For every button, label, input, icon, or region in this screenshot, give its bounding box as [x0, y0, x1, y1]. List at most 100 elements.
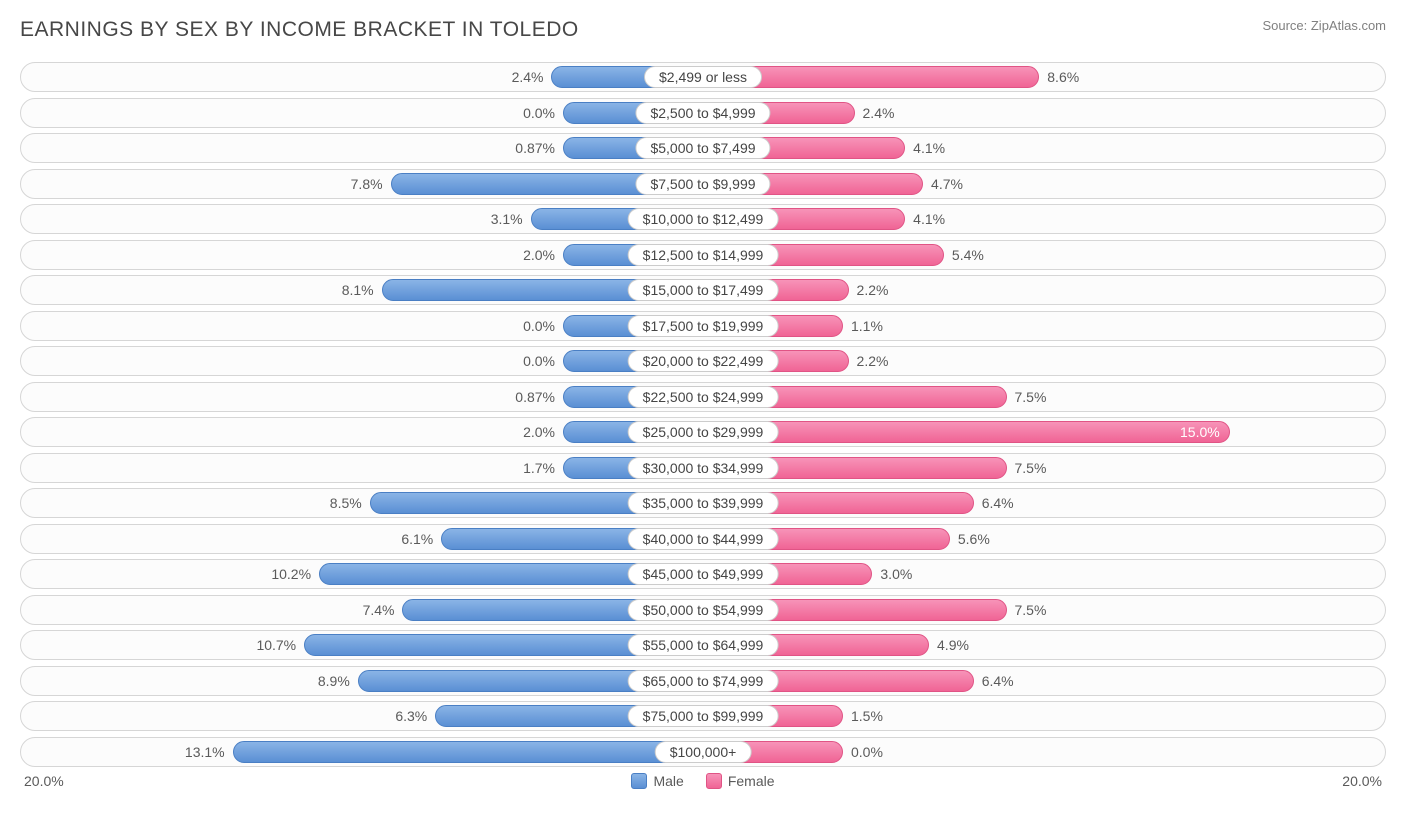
female-half: 4.9%: [703, 634, 1379, 656]
female-pct-label: 8.6%: [1047, 69, 1079, 85]
chart-row: 0.0% 2.2% $20,000 to $22,499: [20, 346, 1386, 376]
chart-row: 0.87% 4.1%$5,000 to $7,499: [20, 133, 1386, 163]
female-half: 4.1%: [703, 137, 1379, 159]
male-pct-label: 13.1%: [185, 744, 225, 760]
male-pct-label: 8.5%: [330, 495, 362, 511]
chart-row: 7.4%7.5%$50,000 to $54,999: [20, 595, 1386, 625]
male-pct-label: 0.0%: [523, 318, 555, 334]
male-pct-label: 2.0%: [523, 247, 555, 263]
chart-row: 6.3% 1.5%$75,000 to $99,999: [20, 701, 1386, 731]
male-pct-label: 10.7%: [256, 637, 296, 653]
female-pct-label: 5.6%: [958, 531, 990, 547]
male-pct-label: 0.87%: [515, 140, 555, 156]
male-half: 3.1%: [27, 208, 703, 230]
female-pct-label: 2.2%: [857, 282, 889, 298]
pyramid-chart: 2.4% 8.6% $2,499 or less 0.0% 2.4% $2,500 to …: [20, 62, 1386, 767]
male-pct-label: 6.1%: [401, 531, 433, 547]
female-pct-label: 7.5%: [1015, 460, 1047, 476]
male-half: 0.0%: [27, 315, 703, 337]
female-pct-label: 4.9%: [937, 637, 969, 653]
chart-row: 10.2%3.0%$45,000 to $49,999: [20, 559, 1386, 589]
male-half: 2.0%: [27, 244, 703, 266]
bracket-label: $2,499 or less: [644, 66, 762, 88]
chart-row: 2.0%15.0%$25,000 to $29,999: [20, 417, 1386, 447]
male-pct-label: 0.0%: [523, 105, 555, 121]
male-half: 2.0%: [27, 421, 703, 443]
bracket-label: $75,000 to $99,999: [628, 705, 779, 727]
female-half: 1.1%: [703, 315, 1379, 337]
bracket-label: $65,000 to $74,999: [628, 670, 779, 692]
female-pct-label: 3.0%: [880, 566, 912, 582]
axis-legend-row: 20.0% Male Female 20.0%: [20, 773, 1386, 789]
bracket-label: $55,000 to $64,999: [628, 634, 779, 656]
chart-row: 0.0%1.1%$17,500 to $19,999: [20, 311, 1386, 341]
male-half: 0.87%: [27, 137, 703, 159]
male-half: 7.8%: [27, 173, 703, 195]
female-pct-label: 1.1%: [851, 318, 883, 334]
female-half: 7.5%: [703, 457, 1379, 479]
bracket-label: $10,000 to $12,499: [628, 208, 779, 230]
female-pct-label: 6.4%: [982, 673, 1014, 689]
female-bar: [703, 421, 1230, 443]
female-half: 7.5%: [703, 386, 1379, 408]
male-half: 8.5%: [27, 492, 703, 514]
male-half: 1.7%: [27, 457, 703, 479]
male-half: 8.1%: [27, 279, 703, 301]
female-half: 3.0%: [703, 563, 1379, 585]
bracket-label: $20,000 to $22,499: [628, 350, 779, 372]
bracket-label: $7,500 to $9,999: [635, 173, 770, 195]
female-pct-label: 5.4%: [952, 247, 984, 263]
chart-row: 0.0% 2.4% $2,500 to $4,999: [20, 98, 1386, 128]
chart-row: 8.9% 6.4% $65,000 to $74,999: [20, 666, 1386, 696]
female-pct-label: 0.0%: [851, 744, 883, 760]
bracket-label: $30,000 to $34,999: [628, 457, 779, 479]
chart-row: 2.4% 8.6% $2,499 or less: [20, 62, 1386, 92]
male-pct-label: 6.3%: [395, 708, 427, 724]
chart-row: 8.1% 2.2% $15,000 to $17,499: [20, 275, 1386, 305]
chart-row: 10.7% 4.9% $55,000 to $64,999: [20, 630, 1386, 660]
male-pct-label: 2.0%: [523, 424, 555, 440]
male-half: 2.4%: [27, 66, 703, 88]
male-pct-label: 2.4%: [512, 69, 544, 85]
male-pct-label: 7.8%: [351, 176, 383, 192]
female-swatch-icon: [706, 773, 722, 789]
legend-male-label: Male: [653, 773, 683, 789]
male-half: 10.7%: [27, 634, 703, 656]
legend-male: Male: [631, 773, 683, 789]
axis-max-left: 20.0%: [24, 773, 64, 789]
male-half: 6.3%: [27, 705, 703, 727]
bracket-label: $15,000 to $17,499: [628, 279, 779, 301]
chart-row: 0.87%7.5%$22,500 to $24,999: [20, 382, 1386, 412]
axis-max-right: 20.0%: [1342, 773, 1382, 789]
female-half: 1.5%: [703, 705, 1379, 727]
female-pct-label: 7.5%: [1015, 602, 1047, 618]
bracket-label: $5,000 to $7,499: [635, 137, 770, 159]
chart-row: 13.1% 0.0% $100,000+: [20, 737, 1386, 767]
female-pct-label: 2.2%: [857, 353, 889, 369]
male-pct-label: 8.9%: [318, 673, 350, 689]
male-half: 0.0%: [27, 350, 703, 372]
female-pct-label: 2.4%: [863, 105, 895, 121]
bracket-label: $100,000+: [655, 741, 752, 763]
female-half: 2.4%: [703, 102, 1379, 124]
female-half: 5.4%: [703, 244, 1379, 266]
chart-row: 8.5%6.4%$35,000 to $39,999: [20, 488, 1386, 518]
chart-row: 7.8%4.7%$7,500 to $9,999: [20, 169, 1386, 199]
female-pct-label: 4.1%: [913, 211, 945, 227]
chart-title: EARNINGS BY SEX BY INCOME BRACKET IN TOL…: [20, 18, 579, 42]
female-half: 0.0%: [703, 741, 1379, 763]
male-pct-label: 0.0%: [523, 353, 555, 369]
female-half: 7.5%: [703, 599, 1379, 621]
male-half: 0.87%: [27, 386, 703, 408]
male-pct-label: 1.7%: [523, 460, 555, 476]
legend-female: Female: [706, 773, 775, 789]
bracket-label: $2,500 to $4,999: [635, 102, 770, 124]
female-half: 4.1%: [703, 208, 1379, 230]
male-half: 0.0%: [27, 102, 703, 124]
female-pct-label: 6.4%: [982, 495, 1014, 511]
male-pct-label: 8.1%: [342, 282, 374, 298]
female-pct-label: 15.0%: [1180, 424, 1220, 440]
male-half: 13.1%: [27, 741, 703, 763]
legend-female-label: Female: [728, 773, 775, 789]
male-pct-label: 3.1%: [491, 211, 523, 227]
